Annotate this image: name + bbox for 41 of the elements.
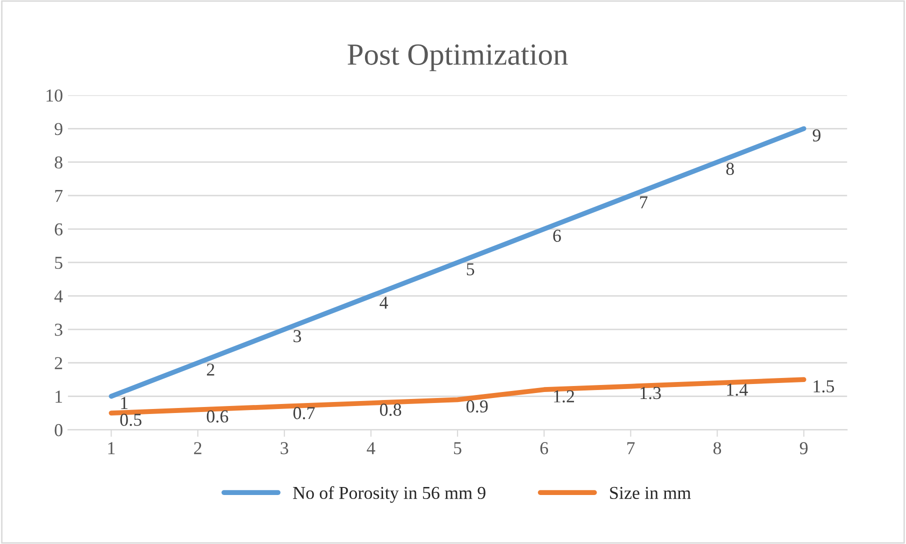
y-tick-label: 4	[54, 290, 63, 302]
y-tick-label: 1	[56, 390, 62, 403]
legend-label: No of Porosity in 56 mm 9	[293, 486, 486, 503]
y-tick-label: 5	[55, 256, 62, 269]
data-label: 0.5	[120, 414, 142, 426]
data-label: 5	[466, 263, 474, 276]
x-tick-label: 9	[800, 442, 808, 454]
y-tick-label: 10	[46, 89, 62, 102]
x-tick-label: 2	[194, 442, 202, 454]
y-tick-label: 9	[54, 122, 62, 136]
x-tick-label: 1	[108, 442, 115, 454]
data-label: 4	[380, 296, 388, 309]
data-label: 6	[553, 230, 561, 242]
data-label: 0.9	[466, 400, 488, 413]
chart-title: Post Optimization	[348, 44, 568, 72]
data-label: 1.2	[554, 390, 574, 403]
data-label: 0.7	[293, 407, 315, 420]
data-label: 0.8	[380, 404, 402, 416]
data-label: 1.3	[640, 386, 661, 400]
y-tick-label: 8	[54, 156, 62, 169]
data-label: 9	[812, 129, 820, 142]
x-tick-label: 4	[366, 442, 376, 454]
data-label: 1	[121, 397, 128, 409]
data-label: 7	[640, 196, 648, 208]
data-label: 1.4	[727, 384, 748, 396]
y-tick-label: 7	[55, 190, 63, 202]
y-tick-label: 6	[54, 223, 63, 236]
y-tick-label: 2	[54, 357, 62, 370]
y-tick-label: 0	[54, 424, 62, 436]
x-tick-label: 8	[713, 442, 722, 454]
data-label: 0.6	[206, 410, 228, 423]
data-label: 1.5	[814, 380, 834, 393]
x-tick-label: 5	[454, 442, 462, 454]
y-tick-label: 3	[54, 324, 62, 336]
data-label: 2	[206, 364, 214, 376]
x-tick-label: 3	[280, 442, 288, 454]
legend-label: Size in mm	[610, 486, 691, 500]
x-tick-label: 7	[627, 442, 635, 454]
x-tick-label: 6	[540, 442, 548, 454]
data-label: 3	[294, 330, 302, 342]
data-label: 8	[726, 162, 734, 175]
